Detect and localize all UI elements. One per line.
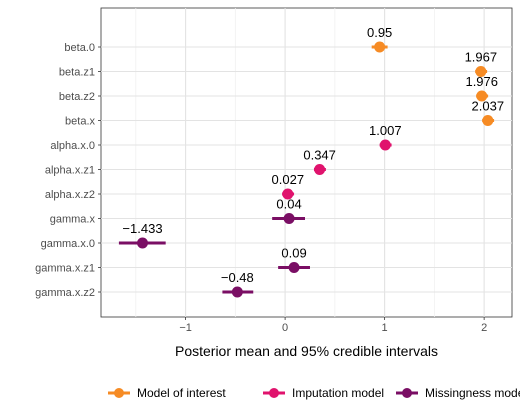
data-label: −0.48: [221, 270, 254, 285]
y-tick-label: alpha.x.0: [50, 140, 95, 152]
y-tick-label: gamma.x.0: [41, 238, 95, 250]
legend-key-point: [402, 388, 412, 398]
data-marks: 0.95 1.967 1.976 2.037 1.007 0.347 0.027 0.04 −1…: [118, 25, 505, 298]
posterior-mean-point: [136, 237, 148, 249]
x-tick-label: 1: [382, 322, 388, 334]
posterior-mean-point: [476, 90, 488, 102]
data-label: 0.04: [276, 197, 301, 212]
posterior-mean-point: [282, 188, 294, 200]
y-tick-label: gamma.x: [50, 214, 96, 226]
y-tick-label: beta.0: [64, 42, 95, 54]
data-label: 0.09: [281, 246, 306, 261]
x-axis-title: Posterior mean and 95% credible interval…: [175, 343, 438, 359]
y-axis-labels: beta.0 beta.z1 beta.z2 beta.x alpha.x.0 alpha…: [35, 42, 101, 299]
y-tick-label: gamma.x.z2: [35, 287, 95, 299]
data-label: 1.007: [369, 123, 402, 138]
legend: Model of interest Imputation model Missing…: [108, 386, 520, 400]
x-tick-label: 2: [481, 322, 487, 334]
data-label: 0.95: [367, 25, 392, 40]
posterior-mean-point: [283, 213, 295, 224]
y-tick-label: beta.x: [65, 116, 95, 128]
legend-key-point: [114, 388, 124, 398]
posterior-mean-point: [379, 139, 391, 151]
data-label: 2.037: [472, 99, 505, 114]
y-tick-label: gamma.x.z1: [35, 263, 95, 275]
legend-key-point: [269, 388, 279, 398]
y-tick-label: beta.z1: [59, 67, 95, 79]
x-tick-label: −1: [179, 322, 192, 334]
posterior-mean-point: [482, 115, 494, 126]
y-tick-label: alpha.x.z2: [45, 189, 95, 201]
x-axis-tick-labels: −1 0 1 2: [179, 317, 487, 334]
posterior-mean-point: [314, 164, 326, 175]
data-label: 0.347: [303, 148, 336, 163]
data-label: 0.027: [272, 172, 305, 187]
data-label: 1.976: [465, 74, 498, 89]
posterior-mean-point: [288, 262, 300, 273]
plot-panel: [100, 7, 513, 318]
legend-label: Imputation model: [292, 386, 384, 400]
x-tick-label: 0: [282, 322, 288, 334]
y-tick-label: alpha.x.z1: [45, 165, 95, 177]
data-label: −1.433: [122, 221, 162, 236]
legend-label: Model of interest: [137, 386, 226, 400]
posterior-mean-point: [374, 41, 386, 53]
posterior-mean-point: [475, 66, 487, 77]
posterior-mean-point: [231, 286, 243, 298]
y-tick-label: beta.z2: [59, 91, 95, 103]
legend-label: Missingness model: [425, 386, 520, 400]
data-label: 1.967: [465, 50, 498, 65]
